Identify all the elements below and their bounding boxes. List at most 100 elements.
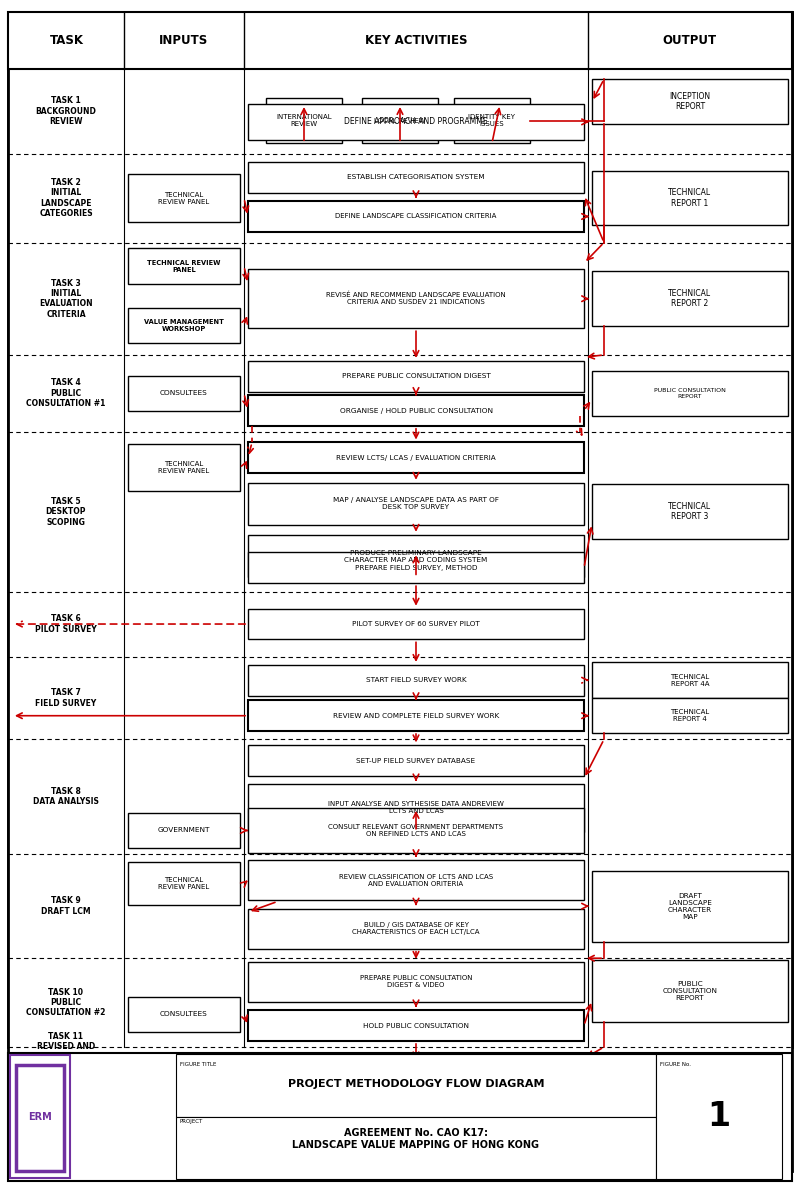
FancyBboxPatch shape (592, 1055, 788, 1103)
FancyBboxPatch shape (592, 1126, 788, 1157)
Text: PILOT SURVEY OF 60 SURVEY PILOT: PILOT SURVEY OF 60 SURVEY PILOT (352, 621, 480, 627)
Text: ESTABLISH CATEGORISATION SYSTEM: ESTABLISH CATEGORISATION SYSTEM (347, 174, 485, 181)
FancyBboxPatch shape (128, 248, 240, 284)
FancyBboxPatch shape (16, 1065, 64, 1171)
Text: OUTPUT: OUTPUT (662, 34, 717, 46)
Text: TECHNICAL
REVIEW PANEL: TECHNICAL REVIEW PANEL (158, 192, 210, 205)
Text: TASK 4
PUBLIC
CONSULTATION #1: TASK 4 PUBLIC CONSULTATION #1 (26, 379, 106, 408)
Text: FEEDBACK/REVIEW  INFORMATION: FEEDBACK/REVIEW INFORMATION (96, 1142, 250, 1151)
FancyBboxPatch shape (592, 698, 788, 733)
FancyBboxPatch shape (128, 813, 240, 848)
Text: KEY ACTIVITIES: KEY ACTIVITIES (365, 34, 467, 46)
FancyBboxPatch shape (248, 361, 584, 392)
Text: TECHNICAL
REPORT 4A: TECHNICAL REPORT 4A (670, 674, 710, 686)
FancyBboxPatch shape (248, 608, 584, 639)
FancyBboxPatch shape (248, 700, 584, 731)
FancyBboxPatch shape (454, 98, 530, 143)
FancyBboxPatch shape (128, 376, 240, 412)
Text: TASK 9
DRAFT LCM: TASK 9 DRAFT LCM (41, 897, 91, 916)
Text: TASK 1
BACKGROUND
REVIEW: TASK 1 BACKGROUND REVIEW (35, 96, 97, 127)
Text: DEFINE LANDSCAPE CLASSIFICATION CRITERIA: DEFINE LANDSCAPE CLASSIFICATION CRITERIA (335, 213, 497, 220)
FancyBboxPatch shape (248, 483, 584, 525)
Text: In association with: In association with (76, 1065, 122, 1069)
Text: CONSULT RELEVANT GOVERNMENT DEPARTMENTS
ON REFINED LCTS AND LCAS: CONSULT RELEVANT GOVERNMENT DEPARTMENTS … (329, 825, 503, 836)
FancyBboxPatch shape (248, 395, 584, 426)
Text: FIGURE No.: FIGURE No. (660, 1062, 691, 1067)
Text: IDENTITY KEY
ISSUES: IDENTITY KEY ISSUES (469, 115, 515, 127)
Text: TASK 2
INITIAL
LANDSCAPE
CATEGORIES: TASK 2 INITIAL LANDSCAPE CATEGORIES (39, 179, 93, 218)
FancyBboxPatch shape (8, 1053, 792, 1181)
FancyBboxPatch shape (8, 12, 792, 1171)
FancyBboxPatch shape (248, 201, 584, 232)
Text: TASK 11
REVISED AND
FINALISED LCM: TASK 11 REVISED AND FINALISED LCM (33, 1068, 99, 1099)
FancyBboxPatch shape (248, 784, 584, 832)
FancyBboxPatch shape (128, 174, 240, 222)
Text: ERM: ERM (28, 1112, 52, 1121)
Text: VALUE MANAGEMENT
WORKSHOP: VALUE MANAGEMENT WORKSHOP (144, 319, 224, 331)
Text: TASK 6
PILOT SURVEY: TASK 6 PILOT SURVEY (35, 614, 97, 634)
Text: HOLD PUBLIC CONSULTATION: HOLD PUBLIC CONSULTATION (363, 1022, 469, 1029)
Text: CONSULTEES: CONSULTEES (160, 390, 208, 396)
FancyBboxPatch shape (362, 98, 438, 143)
Text: INPUT ANALYSE AND SYTHESISE DATA ANDREVIEW
LCTS AND LCAS: INPUT ANALYSE AND SYTHESISE DATA ANDREVI… (328, 802, 504, 814)
FancyBboxPatch shape (248, 104, 584, 140)
Text: PRODUCE PRELIMINARY LANDSCAPE
CHARACTER MAP AND CODING SYSTEM: PRODUCE PRELIMINARY LANDSCAPE CHARACTER … (344, 550, 488, 562)
Text: STEPHEN BROWN LANDSCAPE ARCHITECTURE: STEPHEN BROWN LANDSCAPE ARCHITECTURE (76, 1088, 171, 1092)
FancyBboxPatch shape (266, 98, 342, 143)
FancyBboxPatch shape (8, 12, 792, 69)
Text: PREPARE PUBLIC CONSULTATION DIGEST: PREPARE PUBLIC CONSULTATION DIGEST (342, 373, 490, 380)
Text: TASK: TASK (50, 34, 83, 46)
Text: GOVERNMENT: GOVERNMENT (158, 827, 210, 834)
Text: TASK 8
DATA ANALYSIS: TASK 8 DATA ANALYSIS (33, 787, 99, 807)
Text: BUILD / GIS DATABASE OF KEY
CHARACTERISTICS OF EACH LCT/LCA: BUILD / GIS DATABASE OF KEY CHARACTERIST… (352, 923, 480, 935)
Text: TECHNICAL
REPORT 1: TECHNICAL REPORT 1 (669, 188, 711, 208)
FancyBboxPatch shape (592, 172, 788, 225)
Text: ORGANISE / HOLD PUBLIC CONSULTATION: ORGANISE / HOLD PUBLIC CONSULTATION (339, 407, 493, 414)
Text: LOCAL REVIEW: LOCAL REVIEW (374, 117, 426, 124)
FancyBboxPatch shape (248, 860, 584, 900)
FancyBboxPatch shape (656, 1054, 782, 1179)
Text: TASK 3
INITIAL
EVALUATION
CRITERIA: TASK 3 INITIAL EVALUATION CRITERIA (39, 279, 93, 318)
FancyBboxPatch shape (8, 12, 792, 1047)
FancyBboxPatch shape (248, 665, 584, 696)
FancyBboxPatch shape (592, 371, 788, 416)
Text: TECHNICAL
REPORT 4: TECHNICAL REPORT 4 (670, 710, 710, 722)
Text: DRAFT
FINALREPORT/
LCM: DRAFT FINALREPORT/ LCM (666, 1069, 714, 1088)
FancyBboxPatch shape (592, 79, 788, 124)
FancyBboxPatch shape (248, 442, 584, 473)
Text: PREPARE PUBLIC CONSULTATION
DIGEST & VIDEO: PREPARE PUBLIC CONSULTATION DIGEST & VID… (360, 976, 472, 988)
Text: PROJECT METHODOLOGY FLOW DIAGRAM: PROJECT METHODOLOGY FLOW DIAGRAM (288, 1079, 544, 1088)
Text: FIGURE TITLE: FIGURE TITLE (180, 1062, 216, 1067)
Text: START FIELD SURVEY WORK: START FIELD SURVEY WORK (366, 677, 466, 684)
Text: 1: 1 (708, 1100, 730, 1133)
FancyBboxPatch shape (592, 662, 788, 698)
Text: TECHNICAL
REPORT 2: TECHNICAL REPORT 2 (669, 289, 711, 309)
Text: INTERNATIONAL
REVIEW: INTERNATIONAL REVIEW (276, 115, 332, 127)
FancyBboxPatch shape (128, 444, 240, 491)
FancyBboxPatch shape (128, 1064, 240, 1106)
Text: REVISÉ AND RECOMMEND LANDSCAPE EVALUATION
CRITERIA AND SUSDEV 21 INDICATIONS: REVISÉ AND RECOMMEND LANDSCAPE EVALUATIO… (326, 292, 506, 305)
Text: REVIEW AND COMPLETE FIELD SURVEY WORK: REVIEW AND COMPLETE FIELD SURVEY WORK (333, 712, 499, 719)
Text: INPUTS: INPUTS (159, 34, 209, 46)
FancyBboxPatch shape (10, 1055, 70, 1178)
Text: TECHNICAL
REVIEW PANEL: TECHNICAL REVIEW PANEL (158, 461, 210, 473)
Text: TECHNICAL
REVIEW PANEL: TECHNICAL REVIEW PANEL (158, 878, 210, 890)
Text: CONSULTEES: CONSULTEES (160, 1011, 208, 1017)
FancyBboxPatch shape (248, 962, 584, 1002)
Text: TECHNICAL REVIEW
PANEL: TECHNICAL REVIEW PANEL (147, 260, 221, 272)
FancyBboxPatch shape (248, 552, 584, 583)
FancyBboxPatch shape (128, 996, 240, 1032)
FancyBboxPatch shape (248, 1010, 584, 1041)
FancyBboxPatch shape (176, 1054, 656, 1117)
Text: FINAL REPORT/
LCM: FINAL REPORT/ LCM (664, 1136, 716, 1148)
Text: INCEPTION
REPORT: INCEPTION REPORT (670, 92, 710, 111)
Text: TECHNICAL
REVIEW PANEL: TECHNICAL REVIEW PANEL (158, 1079, 210, 1091)
Text: TASK 11
REVISED AND
FINALISED LCM: TASK 11 REVISED AND FINALISED LCM (33, 1032, 99, 1062)
FancyBboxPatch shape (592, 271, 788, 325)
Text: PUBLIC
CONSULTATION
REPORT: PUBLIC CONSULTATION REPORT (662, 981, 718, 1001)
FancyBboxPatch shape (248, 808, 584, 853)
Text: DRAFT
LANDSCAPE
CHARACTER
MAP: DRAFT LANDSCAPE CHARACTER MAP (668, 893, 712, 919)
Text: REVIEW CLASSIFICATION OF LCTS AND LCAS
AND EVALUATION ORITERIA: REVIEW CLASSIFICATION OF LCTS AND LCAS A… (339, 874, 493, 886)
FancyBboxPatch shape (248, 270, 584, 328)
Text: TASK 5
DESKTOP
SCOPING: TASK 5 DESKTOP SCOPING (46, 497, 86, 526)
